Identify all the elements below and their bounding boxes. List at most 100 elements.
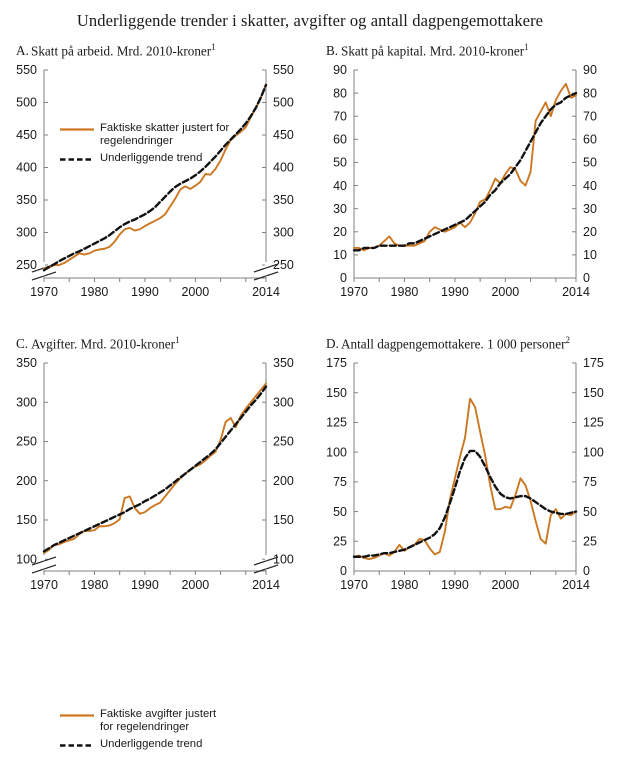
panel-d-title-text: Antall dagpengemottakere. 1 000 personer (341, 336, 566, 352)
svg-text:50: 50 (583, 505, 597, 519)
svg-text:1970: 1970 (30, 578, 58, 592)
legend-item-trend: Underliggende trend (60, 738, 216, 751)
svg-text:2014: 2014 (252, 578, 280, 592)
panel-a-legend: Faktiske skatter justert for regelendrin… (60, 122, 229, 168)
panel-b-svg: 0 0 10 10 20 20 30 30 40 40 50 50 60 60 70 70 80 80 90 90 19… (333, 63, 597, 299)
svg-text:1980: 1980 (81, 285, 109, 299)
svg-text:80: 80 (583, 86, 597, 100)
panel-d-plot: 0 0 25 25 50 50 75 75 100 100 125 125 150 150 175 175 19… (310, 355, 620, 621)
panel-d-svg: 0 0 25 25 50 50 75 75 100 100 125 125 150 150 175 175 19… (326, 356, 604, 592)
legend-item-trend: Underliggende trend (60, 152, 229, 165)
panel-d-letter: D. (326, 336, 339, 352)
panel-a-title: A. Skatt på arbeid. Mrd. 2010-kroner1 (16, 42, 216, 59)
svg-text:25: 25 (583, 534, 597, 548)
panel-a-plot: 250 250 300 300 350 350 400 400 450 450 500 500 550 5… (0, 62, 310, 328)
svg-text:1990: 1990 (131, 285, 159, 299)
panel-c-plot: 100 100 150 150 200 200 250 250 300 300 350 350 1970… (0, 355, 310, 621)
legend-item-actual: Faktiske avgifter justert for regelendri… (60, 708, 216, 735)
svg-text:2000: 2000 (491, 285, 519, 299)
svg-text:150: 150 (273, 513, 294, 527)
panel-d-title: D. Antall dagpengemottakere. 1 000 person… (326, 335, 570, 352)
svg-text:60: 60 (583, 133, 597, 147)
svg-text:1990: 1990 (131, 578, 159, 592)
svg-text:90: 90 (333, 63, 347, 77)
svg-text:450: 450 (16, 128, 37, 142)
svg-text:125: 125 (583, 416, 604, 430)
panel-b-title-text: Skatt på kapital. Mrd. 2010-kroner (341, 43, 525, 59)
svg-text:500: 500 (16, 96, 37, 110)
svg-text:75: 75 (333, 475, 347, 489)
svg-text:2014: 2014 (562, 285, 590, 299)
svg-text:2014: 2014 (562, 578, 590, 592)
svg-text:10: 10 (333, 248, 347, 262)
panel-c-svg: 100 100 150 150 200 200 250 250 300 300 350 350 1970… (16, 356, 294, 592)
figure-title: Underliggende trender i skatter, avgifte… (76, 11, 544, 30)
svg-text:150: 150 (16, 513, 37, 527)
panel-c-legend: Faktiske avgifter justert for regelendri… (60, 708, 216, 754)
svg-text:400: 400 (273, 161, 294, 175)
svg-text:125: 125 (326, 416, 347, 430)
legend-label-trend: Underliggende trend (100, 737, 203, 750)
svg-text:550: 550 (16, 63, 37, 77)
svg-text:30: 30 (333, 202, 347, 216)
svg-text:50: 50 (583, 156, 597, 170)
legend-item-actual: Faktiske skatter justert for regelendrin… (60, 122, 229, 149)
svg-text:350: 350 (16, 356, 37, 370)
svg-text:0: 0 (583, 564, 590, 578)
svg-text:40: 40 (333, 179, 347, 193)
panel-a-letter: A. (16, 43, 29, 59)
svg-text:300: 300 (273, 395, 294, 409)
svg-text:175: 175 (583, 356, 604, 370)
svg-text:60: 60 (333, 133, 347, 147)
svg-text:1980: 1980 (81, 578, 109, 592)
svg-text:25: 25 (333, 534, 347, 548)
legend-dashed-line-icon (60, 739, 94, 752)
svg-text:1990: 1990 (441, 578, 469, 592)
svg-text:400: 400 (16, 161, 37, 175)
svg-text:1970: 1970 (30, 285, 58, 299)
svg-text:300: 300 (16, 395, 37, 409)
svg-text:70: 70 (583, 109, 597, 123)
svg-text:100: 100 (273, 552, 294, 566)
svg-text:2000: 2000 (491, 578, 519, 592)
svg-text:350: 350 (273, 193, 294, 207)
svg-text:250: 250 (273, 258, 294, 272)
panel-b-title: B. Skatt på kapital. Mrd. 2010-kroner1 (326, 42, 529, 59)
panel-grid: A. Skatt på arbeid. Mrd. 2010-kroner1 250… (0, 38, 620, 750)
svg-text:200: 200 (16, 474, 37, 488)
panel-a: A. Skatt på arbeid. Mrd. 2010-kroner1 250… (0, 38, 310, 330)
svg-text:350: 350 (16, 193, 37, 207)
svg-text:75: 75 (583, 475, 597, 489)
panel-c: C. Avgifter. Mrd. 2010-kroner1 100 100 150 1… (0, 331, 310, 750)
svg-text:100: 100 (583, 445, 604, 459)
svg-text:1970: 1970 (340, 285, 368, 299)
svg-text:250: 250 (16, 258, 37, 272)
panel-b-letter: B. (326, 43, 339, 59)
svg-text:100: 100 (16, 552, 37, 566)
svg-text:500: 500 (273, 96, 294, 110)
svg-text:2014: 2014 (252, 285, 280, 299)
svg-text:150: 150 (583, 386, 604, 400)
panel-a-svg: 250 250 300 300 350 350 400 400 450 450 500 500 550 5… (16, 63, 294, 299)
svg-text:250: 250 (16, 435, 37, 449)
svg-text:30: 30 (583, 202, 597, 216)
svg-text:550: 550 (273, 63, 294, 77)
svg-text:50: 50 (333, 505, 347, 519)
legend-solid-line-icon (60, 709, 94, 722)
svg-text:1970: 1970 (340, 578, 368, 592)
panel-a-footnote: 1 (211, 42, 216, 52)
svg-text:0: 0 (340, 271, 347, 285)
legend-label-trend: Underliggende trend (100, 151, 203, 164)
svg-text:200: 200 (273, 474, 294, 488)
svg-text:40: 40 (583, 179, 597, 193)
panel-b-plot: 0 0 10 10 20 20 30 30 40 40 50 50 60 60 70 70 80 80 90 90 19… (310, 62, 620, 328)
legend-dashed-line-icon (60, 153, 94, 166)
svg-text:100: 100 (326, 445, 347, 459)
panel-d-footnote: 2 (565, 335, 570, 345)
legend-label-actual: Faktiske skatter justert for regelendrin… (100, 122, 230, 148)
svg-text:2000: 2000 (181, 578, 209, 592)
svg-text:10: 10 (583, 248, 597, 262)
svg-text:1990: 1990 (441, 285, 469, 299)
svg-text:450: 450 (273, 128, 294, 142)
